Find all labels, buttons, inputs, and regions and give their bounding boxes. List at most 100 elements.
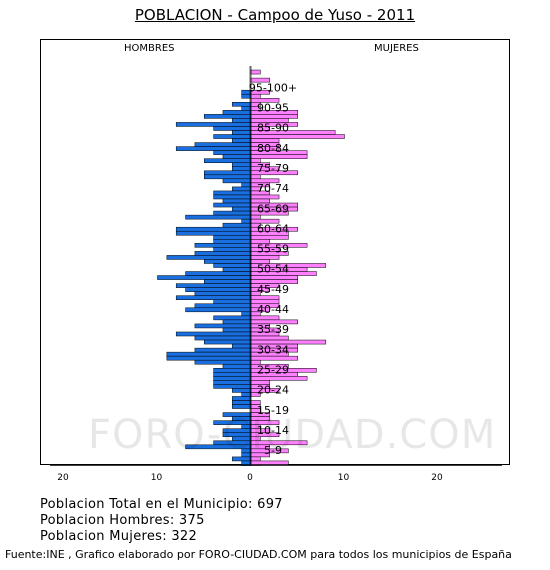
bar-hombres-age-52 (204, 259, 252, 264)
bar-mujeres-age-78 (250, 154, 308, 159)
bar-hombres-age-87 (232, 118, 252, 123)
bar-hombres-age-65 (232, 206, 252, 212)
age-group-label: 65-69 (257, 202, 289, 215)
bar-hombres-age-78 (222, 154, 252, 159)
age-group-label: 40-44 (257, 303, 289, 316)
bar-hombres-age-69 (213, 190, 252, 196)
bar-hombres-age-37 (222, 319, 252, 325)
bar-hombres-age-18 (232, 396, 252, 401)
bar-hombres-age-8 (232, 436, 252, 442)
bar-mujeres-age-38 (250, 315, 280, 321)
bar-hombres-age-31 (232, 343, 252, 349)
bar-hombres-age-39 (241, 311, 252, 317)
bar-hombres-age-21 (213, 384, 252, 389)
bar-hombres-age-61 (222, 222, 252, 228)
bar-mujeres-age-3 (250, 456, 261, 462)
bar-hombres-age-5 (241, 448, 252, 454)
age-group-label: 80-84 (257, 142, 289, 155)
bar-mujeres-age-13 (250, 416, 270, 421)
bar-hombres-age-40 (185, 307, 252, 313)
chart-title: POBLACION - Campoo de Yuso - 2011 (134, 6, 416, 24)
bar-hombres-age-50 (222, 267, 252, 272)
bar-hombres-age-83 (213, 134, 252, 139)
mujeres-label: MUJERES (374, 43, 419, 54)
bar-hombres-age-48 (157, 275, 252, 280)
bar-hombres-age-68 (213, 194, 252, 200)
bar-mujeres-age-93 (250, 93, 261, 99)
bar-mujeres-age-88 (250, 114, 298, 119)
bar-hombres-age-55 (213, 247, 252, 252)
bar-hombres-age-75 (232, 166, 252, 172)
bar-hombres-age-11 (241, 424, 252, 429)
bar-hombres-age-47 (204, 279, 252, 284)
bar-hombres-age-71 (241, 182, 252, 188)
bar-hombres-age-34 (175, 331, 252, 337)
bar-hombres-age-45 (185, 287, 252, 292)
bar-hombres-age-60 (175, 226, 252, 232)
bar-hombres-age-64 (213, 210, 252, 216)
age-group-label: 85-90 (257, 122, 289, 135)
bar-mujeres-age-73 (250, 174, 261, 180)
age-group-label: 95-100+ (249, 81, 297, 94)
bar-hombres-age-51 (213, 263, 252, 268)
bar-mujeres-age-28 (250, 355, 298, 361)
bar-hombres-age-53 (166, 255, 252, 260)
bar-hombres-age-81 (194, 142, 252, 147)
bar-hombres-age-10 (222, 428, 252, 433)
stat-total: Poblacion Total en el Municipio: 697 (40, 497, 283, 512)
age-group-label: 5-9 (264, 444, 282, 457)
bar-hombres-age-36 (194, 323, 252, 329)
bar-mujeres-age-68 (250, 194, 280, 200)
bar-hombres-age-79 (213, 150, 252, 155)
bar-hombres-age-67 (222, 198, 252, 204)
bar-hombres-age-73 (204, 174, 252, 180)
bar-mujeres-age-23 (250, 376, 308, 381)
bar-hombres-age-72 (222, 178, 252, 184)
age-group-label: 75-79 (257, 162, 289, 175)
x-tick-label: 10 (337, 473, 350, 483)
bar-hombres-age-14 (222, 412, 252, 417)
bar-mujeres-age-83 (250, 134, 345, 139)
bar-hombres-age-91 (232, 102, 252, 107)
bar-hombres-age-88 (204, 114, 252, 119)
bar-hombres-age-93 (241, 93, 252, 99)
bar-mujeres-age-33 (250, 335, 289, 341)
bar-hombres-age-9 (222, 432, 252, 438)
x-tick-label: 20 (57, 473, 69, 483)
bar-hombres-age-30 (194, 347, 252, 353)
bar-hombres-age-22 (213, 380, 252, 385)
bar-mujeres-age-48 (250, 275, 298, 280)
source-note: Fuente:INE , Grafico elaborado por FORO-… (5, 548, 512, 561)
age-group-label: 60-64 (257, 222, 289, 235)
bar-hombres-age-66 (213, 202, 252, 208)
bar-hombres-age-49 (185, 271, 252, 276)
bar-hombres-age-16 (232, 404, 252, 409)
age-group-label: 15-19 (257, 404, 289, 417)
bar-hombres-age-70 (232, 186, 252, 192)
bar-hombres-age-26 (222, 363, 252, 369)
bar-hombres-age-56 (194, 243, 252, 248)
bar-hombres-age-89 (222, 110, 252, 115)
age-group-label: 90-95 (257, 102, 289, 115)
bar-hombres-age-29 (166, 351, 252, 357)
bar-hombres-age-27 (194, 359, 252, 365)
age-group-label: 30-34 (257, 343, 289, 356)
bar-hombres-age-4 (241, 452, 252, 458)
x-tick-label: 0 (247, 473, 253, 483)
bar-hombres-age-20 (232, 388, 252, 393)
bar-hombres-age-38 (213, 315, 252, 321)
bar-hombres-age-23 (213, 376, 252, 381)
age-group-label: 35-39 (257, 323, 289, 336)
x-tick-label: 20 (431, 473, 443, 483)
bar-hombres-age-12 (213, 420, 252, 425)
bar-mujeres-age-99 (250, 69, 261, 75)
bar-hombres-age-62 (241, 218, 252, 224)
bar-hombres-age-76 (232, 162, 252, 168)
bar-hombres-age-6 (185, 444, 252, 450)
bar-hombres-age-57 (213, 239, 252, 244)
bar-hombres-age-24 (213, 372, 252, 377)
bar-mujeres-age-58 (250, 235, 289, 240)
age-group-label: 10-14 (257, 424, 289, 437)
bar-hombres-age-33 (194, 335, 252, 341)
age-group-label: 50-54 (257, 263, 289, 276)
